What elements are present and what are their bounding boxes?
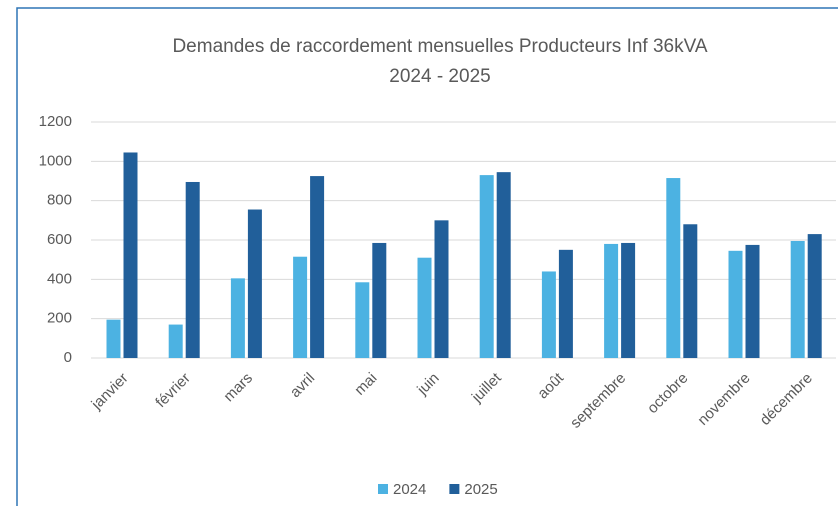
- chart-subtitle: 2024 - 2025: [389, 66, 490, 87]
- bar: [434, 220, 449, 358]
- y-tick-label: 0: [64, 349, 72, 366]
- bar: [496, 172, 511, 358]
- y-tick-label: 1200: [39, 113, 72, 130]
- y-tick-label: 800: [47, 192, 72, 209]
- bar: [745, 244, 760, 358]
- bar: [541, 271, 556, 358]
- legend-label: 2025: [464, 481, 497, 498]
- bar: [106, 319, 121, 358]
- bar: [417, 257, 432, 358]
- bar: [185, 181, 200, 358]
- chart-frame: [16, 7, 838, 506]
- bar: [310, 176, 325, 358]
- bar: [123, 152, 138, 358]
- legend-swatch: [449, 484, 460, 494]
- legend-swatch: [378, 484, 388, 494]
- bar: [683, 224, 698, 358]
- legend-label: 2024: [393, 481, 426, 498]
- bar: [558, 249, 573, 358]
- bar: [247, 209, 262, 358]
- bar: [372, 242, 387, 358]
- bar: [168, 324, 183, 358]
- y-tick-label: 600: [47, 231, 72, 248]
- chart-title: Demandes de raccordement mensuelles Prod…: [172, 36, 707, 57]
- bar: [479, 175, 494, 358]
- bar: [230, 278, 245, 358]
- y-tick-label: 1000: [39, 152, 72, 169]
- y-tick-label: 400: [47, 270, 72, 287]
- bar: [621, 242, 636, 358]
- bar: [807, 234, 822, 358]
- bar: [790, 240, 805, 358]
- bar: [604, 243, 619, 358]
- y-tick-label: 200: [47, 310, 72, 327]
- bar: [293, 256, 308, 358]
- bar: [355, 282, 370, 358]
- bar: [666, 178, 681, 358]
- bar: [728, 250, 743, 358]
